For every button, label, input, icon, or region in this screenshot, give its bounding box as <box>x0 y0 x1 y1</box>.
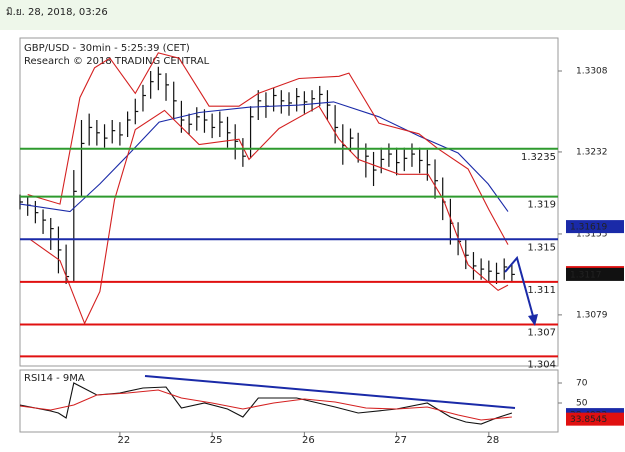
price-marker <box>566 412 624 426</box>
price-marker-label: 33.8545 <box>570 415 607 425</box>
level-label: 1.304 <box>527 359 556 370</box>
plot-layer: 1.3308 1.3232 1.3155 1.3079 22 25 26 27 28 1.3235… <box>19 52 624 446</box>
x-tick-label: 28 <box>486 435 499 446</box>
indicator-line <box>29 105 509 325</box>
y-tick-label: 50 <box>576 399 588 409</box>
chart-title: GBP/USD - 30min - 5:25:39 (CET) <box>24 43 190 54</box>
x-tick-label: 22 <box>118 435 131 446</box>
x-tick-label: 26 <box>302 435 315 446</box>
x-tick-label: 25 <box>210 435 223 446</box>
rsi-trendline <box>144 375 516 409</box>
price-marker-label: 1.31619 <box>570 223 607 233</box>
chart-subtitle: Research © 2018 TRADING CENTRAL <box>24 56 210 67</box>
level-label: 1.315 <box>527 242 556 253</box>
price-marker <box>566 267 624 281</box>
indicator-line <box>19 101 509 213</box>
rsi-panel <box>19 369 559 433</box>
price-marker <box>566 220 624 234</box>
forecast-arrow <box>504 255 534 317</box>
price-marker-label: 1.3117 <box>570 270 602 280</box>
x-tick-label: 27 <box>394 435 407 446</box>
indicator-line <box>27 52 509 245</box>
y-tick-label: 70 <box>576 379 588 389</box>
level-label: 1.319 <box>527 200 556 211</box>
y-tick-label: 1.3155 <box>576 229 608 239</box>
rsi-line <box>19 389 512 421</box>
y-tick-label: 1.3308 <box>576 67 608 77</box>
y-tick-label: 1.3232 <box>576 147 608 157</box>
header-date: มิ.ย. 28, 2018, 03:26 <box>6 7 108 18</box>
y-tick-label: 1.3079 <box>576 310 608 320</box>
header-bar <box>0 0 625 30</box>
level-label: 1.311 <box>527 285 556 296</box>
rsi-line <box>19 382 513 425</box>
level-label: 1.3235 <box>521 152 556 163</box>
forecast-arrowhead <box>528 314 538 326</box>
rsi-title: RSI14 - 9MA <box>24 373 85 384</box>
level-label: 1.307 <box>527 327 556 338</box>
